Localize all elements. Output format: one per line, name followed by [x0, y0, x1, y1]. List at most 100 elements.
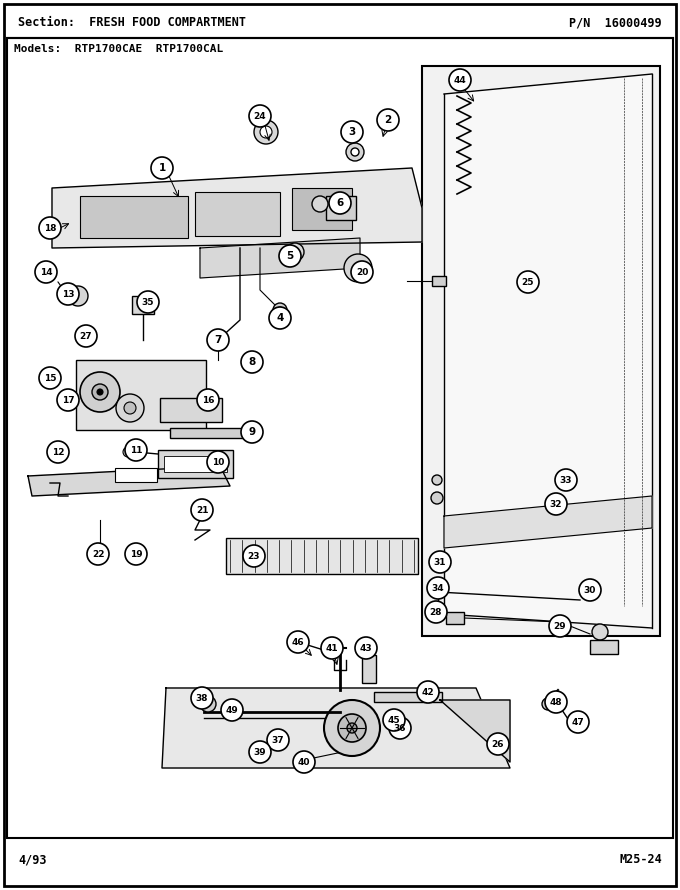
Text: 1: 1 [158, 163, 166, 173]
Circle shape [207, 329, 229, 351]
Text: 21: 21 [196, 506, 208, 514]
Text: 34: 34 [432, 584, 444, 593]
Circle shape [329, 192, 351, 214]
Circle shape [567, 711, 589, 733]
Bar [164, 456, 227, 472]
Circle shape [579, 579, 601, 601]
Text: 24: 24 [254, 111, 267, 120]
Circle shape [125, 439, 147, 461]
Circle shape [389, 717, 411, 739]
Circle shape [425, 601, 447, 623]
Circle shape [344, 254, 372, 282]
Bar [446, 612, 464, 624]
Circle shape [200, 696, 216, 712]
Circle shape [277, 307, 283, 313]
Circle shape [293, 751, 315, 773]
Text: 45: 45 [388, 716, 401, 724]
Bar [326, 196, 356, 220]
Polygon shape [28, 466, 230, 496]
Polygon shape [444, 496, 652, 548]
Text: 20: 20 [356, 268, 368, 277]
Circle shape [125, 543, 147, 565]
Text: 27: 27 [80, 331, 92, 341]
Text: 8: 8 [248, 357, 256, 367]
Text: Models:  RTP1700CAE  RTP1700CAL: Models: RTP1700CAE RTP1700CAL [14, 44, 223, 54]
Text: 42: 42 [422, 687, 435, 697]
Circle shape [517, 271, 539, 293]
Circle shape [273, 735, 283, 745]
Text: 44: 44 [454, 76, 466, 85]
Text: 18: 18 [44, 223, 56, 232]
Text: 36: 36 [394, 724, 406, 732]
Circle shape [191, 687, 213, 709]
Text: 37: 37 [272, 735, 284, 745]
Circle shape [151, 157, 173, 179]
Circle shape [75, 325, 97, 347]
Circle shape [321, 637, 343, 659]
Text: 10: 10 [211, 457, 224, 466]
Circle shape [555, 469, 577, 491]
Circle shape [241, 351, 263, 373]
Text: 17: 17 [62, 395, 74, 404]
Text: 26: 26 [492, 740, 505, 748]
Text: 22: 22 [92, 549, 104, 559]
Text: 39: 39 [254, 748, 267, 756]
Text: 46: 46 [292, 637, 305, 646]
Text: Section:  FRESH FOOD COMPARTMENT: Section: FRESH FOOD COMPARTMENT [18, 16, 246, 29]
Text: 25: 25 [522, 278, 534, 287]
Bar [374, 692, 442, 702]
Circle shape [571, 717, 585, 731]
Circle shape [68, 286, 88, 306]
Circle shape [267, 729, 289, 751]
Text: 5: 5 [286, 251, 294, 261]
Circle shape [287, 631, 309, 653]
Circle shape [273, 303, 287, 317]
Text: 48: 48 [549, 698, 562, 707]
Circle shape [197, 389, 219, 411]
Text: 49: 49 [226, 706, 239, 715]
Text: 9: 9 [248, 427, 256, 437]
Circle shape [241, 421, 263, 443]
Polygon shape [444, 74, 652, 628]
Circle shape [254, 120, 278, 144]
Circle shape [383, 709, 405, 731]
Text: 23: 23 [248, 552, 260, 561]
Text: 11: 11 [130, 446, 142, 455]
Circle shape [97, 389, 103, 395]
Circle shape [387, 713, 401, 727]
Circle shape [95, 549, 105, 559]
Text: 6: 6 [337, 198, 343, 208]
Circle shape [269, 307, 291, 329]
Text: 47: 47 [572, 717, 584, 726]
Text: M25-24: M25-24 [619, 853, 662, 866]
Bar [590, 640, 618, 654]
Text: 16: 16 [202, 395, 214, 404]
Circle shape [286, 243, 304, 261]
Bar [7, 38, 673, 838]
Bar [422, 66, 660, 636]
Circle shape [545, 691, 567, 713]
Circle shape [545, 493, 567, 515]
Circle shape [249, 105, 271, 127]
Circle shape [291, 248, 299, 256]
Circle shape [355, 637, 377, 659]
Circle shape [279, 245, 301, 267]
Circle shape [351, 148, 359, 156]
Circle shape [39, 367, 61, 389]
Text: 40: 40 [298, 757, 310, 766]
Circle shape [432, 475, 442, 485]
Circle shape [341, 121, 363, 143]
Polygon shape [440, 700, 510, 762]
Circle shape [417, 681, 439, 703]
Polygon shape [52, 168, 422, 248]
Bar [195, 192, 280, 236]
Circle shape [123, 447, 133, 457]
Circle shape [351, 261, 373, 283]
Text: 32: 32 [549, 499, 562, 508]
Circle shape [243, 545, 265, 567]
Text: 4: 4 [276, 313, 284, 323]
Text: 33: 33 [560, 475, 573, 484]
Text: 13: 13 [62, 289, 74, 298]
Circle shape [137, 291, 159, 313]
Circle shape [249, 741, 271, 763]
